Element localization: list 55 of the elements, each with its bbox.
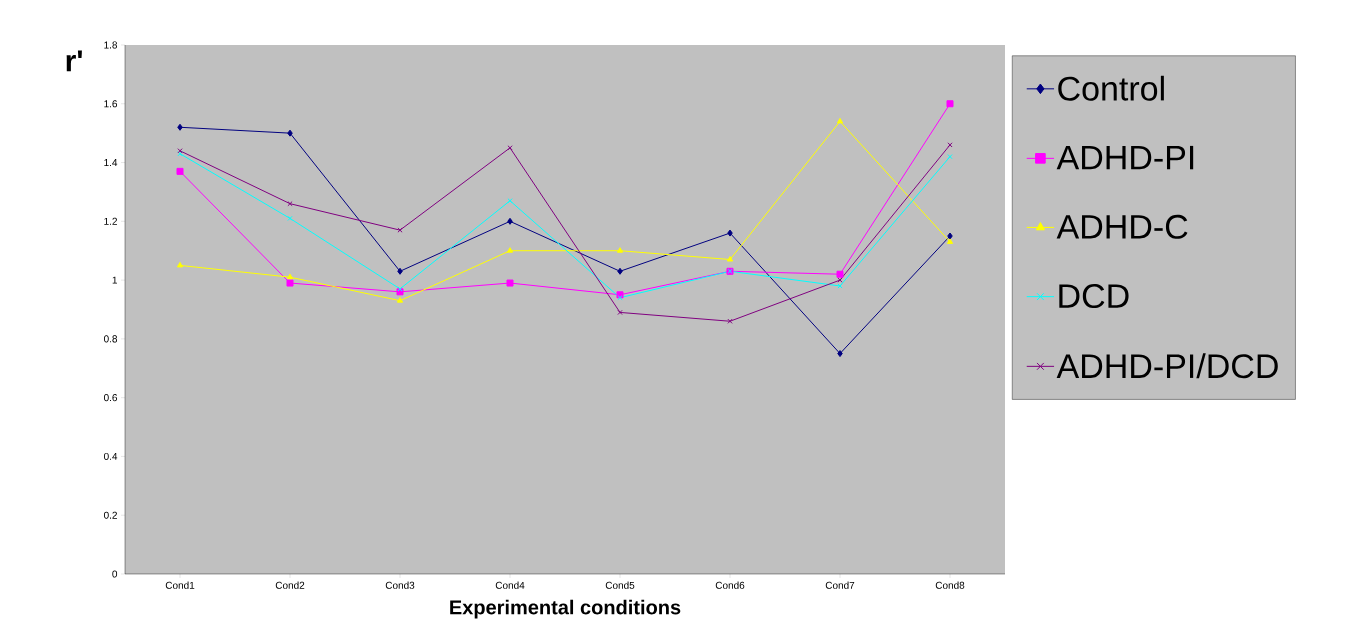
point — [617, 267, 623, 275]
x-tick-label: Cond3 — [385, 581, 415, 589]
point — [946, 100, 954, 108]
y-tick-label: 1.8 — [104, 41, 118, 49]
y-axis-title: r' — [66, 50, 82, 72]
point — [286, 279, 294, 287]
x-tick-label: Cond7 — [825, 581, 855, 589]
x-tick-label: Cond8 — [935, 581, 965, 589]
y-tick-label: 0 — [112, 570, 118, 578]
point — [947, 154, 953, 160]
y-tick-label: 0.6 — [103, 394, 118, 402]
point — [286, 273, 294, 280]
y-tick-label: 1.6 — [104, 100, 118, 108]
point — [507, 145, 513, 151]
point — [727, 229, 733, 237]
point — [836, 270, 844, 278]
y-tick-label: 0.4 — [103, 452, 118, 460]
point — [287, 215, 293, 221]
point — [837, 277, 843, 283]
point — [616, 247, 624, 253]
x-tick-label: Cond2 — [275, 581, 305, 589]
y-tick-label: 1 — [112, 276, 117, 284]
point — [506, 279, 514, 287]
point — [507, 198, 513, 204]
point — [946, 238, 954, 244]
point — [287, 201, 293, 207]
point — [727, 318, 733, 324]
point — [837, 350, 843, 358]
point — [397, 227, 403, 233]
point — [176, 261, 184, 268]
point — [506, 247, 514, 253]
point — [617, 309, 623, 316]
y-tick-label: 1.4 — [104, 159, 118, 166]
x-tick-label: Cond5 — [605, 581, 635, 589]
y-tick-label: 0.8 — [103, 335, 118, 343]
point — [947, 232, 953, 240]
point — [396, 297, 404, 303]
y-tick-label: 1.2 — [104, 217, 117, 225]
x-axis-title: Experimental conditions — [450, 599, 681, 619]
point — [726, 256, 734, 262]
point — [287, 129, 293, 137]
point — [507, 217, 513, 225]
legend-label: ADHD-C — [1056, 214, 1188, 239]
x-tick-label: Cond4 — [495, 581, 525, 589]
legend-label: ADHD-PI/DCD — [1056, 353, 1278, 379]
legend-label: ADHD-PI — [1056, 145, 1194, 170]
point — [176, 167, 184, 175]
x-tick-label: Cond6 — [715, 581, 745, 589]
point — [397, 267, 403, 275]
point — [836, 117, 844, 124]
legend-label: DCD — [1059, 284, 1129, 309]
y-tick-label: 0.2 — [103, 511, 117, 519]
legend-label: Control — [1058, 75, 1164, 101]
x-tick-label: Cond1 — [165, 581, 195, 589]
point — [177, 123, 183, 131]
